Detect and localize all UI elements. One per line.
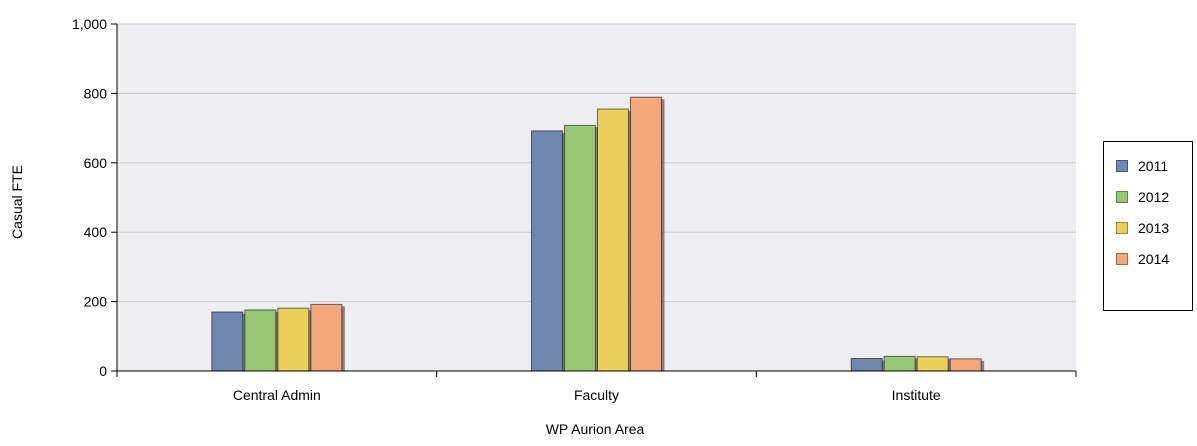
x-tick-label: Central Admin — [233, 387, 321, 403]
bar — [531, 130, 563, 372]
bar — [277, 307, 310, 372]
plot-area — [117, 24, 1076, 371]
y-tick-label: 0 — [99, 363, 107, 379]
y-tick-label: 600 — [84, 155, 108, 171]
x-axis-title: WP Aurion Area — [546, 421, 645, 437]
legend-label: 2014 — [1138, 250, 1170, 267]
legend-label: 2012 — [1138, 188, 1170, 205]
legend-item: 2014 — [1104, 243, 1192, 274]
bar — [630, 96, 662, 372]
legend-swatch — [1116, 190, 1128, 203]
bar — [564, 124, 596, 372]
legend-swatch — [1116, 252, 1128, 265]
y-tick-label: 400 — [84, 224, 108, 240]
bar — [949, 358, 982, 372]
x-tick-label: Faculty — [574, 387, 619, 403]
legend-swatch — [1116, 221, 1128, 234]
bar — [211, 311, 244, 372]
bars — [211, 96, 985, 372]
legend-swatch — [1116, 159, 1128, 172]
y-tick-label: 800 — [84, 85, 108, 101]
x-tick-labels: Central Admin Faculty Institute — [233, 387, 941, 403]
y-tick-label: 200 — [84, 294, 108, 310]
legend: 2011 2012 2013 2014 — [1103, 141, 1193, 311]
y-tick-labels: 0 200 400 600 800 1,000 — [72, 16, 107, 379]
x-tick-label: Institute — [892, 387, 941, 403]
bar — [883, 355, 916, 372]
y-tick-label: 1,000 — [72, 16, 107, 32]
bar — [310, 303, 343, 372]
legend-label: 2011 — [1138, 157, 1169, 174]
legend-item: 2012 — [1104, 181, 1192, 212]
legend-item: 2013 — [1104, 212, 1192, 243]
bar — [850, 358, 883, 372]
bar — [244, 309, 277, 372]
legend-item: 2011 — [1104, 150, 1192, 181]
bar — [916, 356, 949, 372]
gridlines — [117, 23, 1076, 303]
y-axis-title: Casual FTE — [9, 165, 25, 239]
axes — [111, 23, 1077, 377]
bar — [597, 108, 629, 372]
legend-label: 2013 — [1138, 219, 1170, 236]
